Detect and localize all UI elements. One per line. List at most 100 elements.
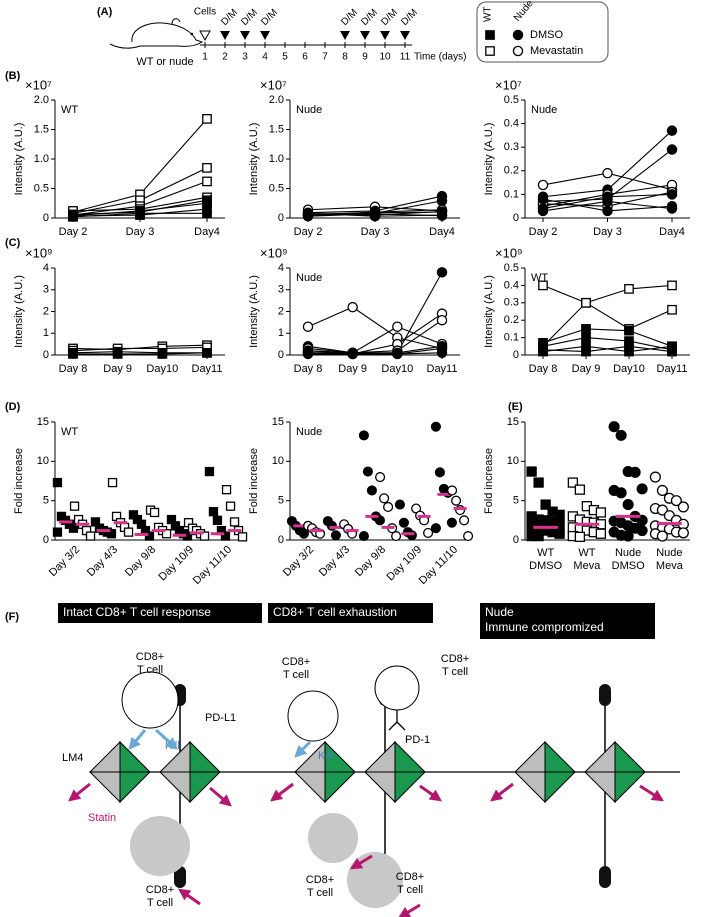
data-point xyxy=(447,485,458,496)
data-point xyxy=(554,528,565,539)
y-tick-label: 1 xyxy=(43,327,49,339)
day-label: 2 xyxy=(222,52,228,63)
day-label: 9 xyxy=(362,52,368,63)
data-point xyxy=(430,421,441,432)
title-box xyxy=(58,603,262,623)
data-point xyxy=(229,517,240,527)
receptor xyxy=(544,740,577,773)
cell-label: T cell xyxy=(283,669,309,681)
legend-column: WT xyxy=(483,6,494,22)
x-tick-label: Day11 xyxy=(427,363,458,375)
receptor xyxy=(119,771,152,804)
data-point xyxy=(595,528,607,539)
data-point xyxy=(202,208,212,219)
data-point xyxy=(392,348,403,360)
statin-arrow xyxy=(490,782,514,802)
x-tick-label: Day 3 xyxy=(361,226,390,238)
section-title: Intact CD8+ T cell response xyxy=(63,605,211,619)
x-tick-label: Day 11/10 xyxy=(417,544,460,587)
y-axis-label: Intensity (A.U.) xyxy=(483,123,495,196)
y-tick-label: 1 xyxy=(278,327,284,339)
panel-label: (F) xyxy=(5,611,19,623)
legend-marker xyxy=(485,46,495,56)
cell-label: T cell xyxy=(307,887,333,899)
series-line xyxy=(72,346,208,352)
data-point xyxy=(302,348,314,360)
cd8-cell xyxy=(374,665,420,711)
data-point xyxy=(459,515,470,526)
x-tick-label: Day 2 xyxy=(529,226,558,238)
data-point xyxy=(622,499,634,511)
dose-label: D/M xyxy=(259,7,280,28)
x-tick-label: Day 2 xyxy=(294,226,323,238)
data-point xyxy=(667,304,677,315)
data-point xyxy=(677,501,689,513)
data-point xyxy=(624,325,634,336)
kill-arrow xyxy=(294,740,312,758)
data-point xyxy=(666,125,678,136)
y-tick-label: 1.5 xyxy=(34,123,49,135)
x-tick-label: Day 9/8 xyxy=(123,544,158,579)
data-point xyxy=(677,527,689,539)
x-tick-label: Day4 xyxy=(659,226,685,238)
statin-arrow xyxy=(397,903,421,917)
section-title: CD8+ T cell exhaustion xyxy=(273,605,397,619)
y-tick-label: 2.0 xyxy=(269,94,284,106)
mouse-ear xyxy=(171,18,181,25)
x-tick-label: Nude xyxy=(615,547,641,559)
data-point xyxy=(68,523,79,533)
x-tick-label: Day 2 xyxy=(59,226,88,238)
data-point xyxy=(581,297,591,308)
data-point xyxy=(622,530,634,542)
legend-marker xyxy=(512,45,524,57)
x-tick-label: Day 8 xyxy=(59,363,88,375)
y-tick-label: 0 xyxy=(513,349,519,361)
title-box xyxy=(480,603,655,639)
data-point xyxy=(436,347,448,359)
receptor xyxy=(88,771,121,804)
data-point xyxy=(670,495,682,507)
series-line xyxy=(73,352,208,355)
y-axis-label: Intensity (A.U.) xyxy=(248,275,260,348)
data-point xyxy=(538,344,548,355)
receptor xyxy=(293,740,326,773)
data-point xyxy=(204,466,215,477)
data-point xyxy=(656,530,668,542)
section-title: Immune compromized xyxy=(485,620,604,634)
data-point xyxy=(326,520,337,531)
data-point xyxy=(540,499,551,510)
data-point xyxy=(212,515,223,525)
data-point xyxy=(602,205,613,217)
data-point xyxy=(436,314,448,326)
data-point xyxy=(574,531,586,543)
dose-marker xyxy=(220,31,230,40)
receptor xyxy=(324,771,357,804)
legend-label: DMSO xyxy=(530,29,563,41)
data-point xyxy=(391,531,402,542)
x-tick-label: Day 4/3 xyxy=(317,544,352,579)
y-tick-label: 0 xyxy=(43,349,49,361)
data-point xyxy=(106,529,117,539)
y-tick-label: 1.0 xyxy=(34,153,49,165)
data-point xyxy=(581,332,591,343)
data-point xyxy=(537,205,549,217)
series-line xyxy=(542,345,673,353)
data-point xyxy=(667,346,677,357)
y-tick-label: 0.5 xyxy=(269,182,284,194)
cd8-cell xyxy=(308,813,358,863)
y-axis-label: Fold increase xyxy=(483,448,495,514)
data-point xyxy=(366,485,377,496)
data-point xyxy=(615,487,627,499)
statin-label: Statin xyxy=(88,812,116,824)
data-point xyxy=(624,341,634,352)
y-tick-label: 0.4 xyxy=(504,279,519,291)
axis-multiplier: ×10⁹ xyxy=(495,245,523,260)
panel-label: (B) xyxy=(5,70,21,82)
dose-label: D/M xyxy=(219,7,240,28)
data-point xyxy=(379,493,390,504)
day-label: 7 xyxy=(322,52,328,63)
axis-multiplier: ×10⁷ xyxy=(25,77,52,92)
data-point xyxy=(135,208,145,219)
y-tick-label: 0.4 xyxy=(504,118,519,130)
